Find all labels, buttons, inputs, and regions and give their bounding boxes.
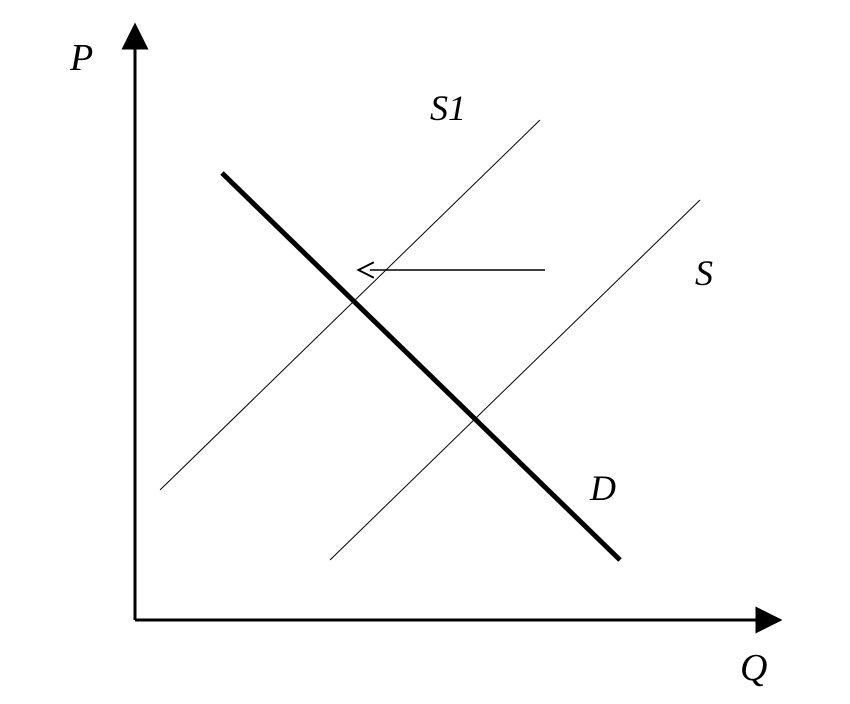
supply-label: S [695, 253, 713, 293]
x-axis-label: Q [740, 647, 767, 689]
demand-label: D [589, 468, 616, 508]
y-axis-label: P [69, 37, 93, 79]
supply-demand-chart: P Q S S1 D [0, 0, 850, 704]
supply-shifted-label: S1 [430, 88, 466, 128]
supply-shifted-curve [160, 120, 540, 490]
demand-curve [222, 173, 620, 560]
supply-curve [330, 200, 700, 560]
